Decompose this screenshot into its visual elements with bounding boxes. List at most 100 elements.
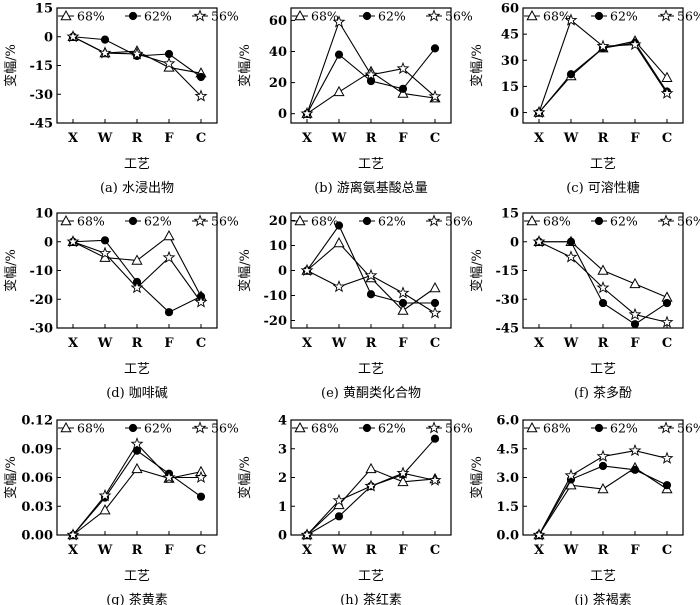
panel-caption: (d) 咖啡碱 — [106, 386, 168, 401]
data-point-star-marker — [428, 473, 442, 486]
legend-label: 68% — [77, 214, 105, 229]
panel-caption: (g) 茶黄素 — [106, 592, 168, 605]
chart-panel-2: 0 20 40 60 X W R F C 工艺 变幅/% (b) 游离氨基酸总量 68% 62% 56% — [237, 7, 473, 196]
legend-label: 56% — [445, 214, 473, 229]
data-point-circle-marker — [334, 512, 344, 521]
x-tick-label: F — [398, 336, 408, 351]
y-tick-label: -20 — [264, 314, 288, 329]
legend-circle-marker — [362, 216, 372, 226]
legend-star-marker — [427, 9, 441, 22]
legend-label: 68% — [311, 214, 339, 229]
y-axis-title: 变幅/% — [469, 249, 485, 292]
legend-label: 62% — [610, 9, 638, 24]
legend-label: 56% — [211, 9, 239, 24]
data-point-star-marker — [660, 315, 674, 328]
data-point-triangle-marker — [661, 71, 673, 82]
data-point-triangle-marker — [397, 304, 409, 315]
data-point-star-marker — [364, 68, 378, 81]
chart-panel-4: -30 -20 -10 0 10 X W R F C 工艺 变幅/% (d) 咖啡碱 68% 62% 56% — [3, 207, 239, 402]
data-point-star-marker — [98, 246, 112, 259]
x-tick-label: R — [366, 336, 377, 351]
panel-caption: (a) 水浸出物 — [100, 181, 174, 196]
y-tick-label: 40 — [269, 45, 287, 60]
y-tick-label: 3 — [278, 442, 287, 457]
y-tick-label: 10 — [35, 207, 53, 222]
data-point-circle-marker — [598, 298, 608, 308]
data-point-star-marker — [332, 279, 346, 293]
x-tick-label: F — [630, 543, 640, 558]
y-tick-label: 20 — [269, 214, 287, 229]
legend-star-marker — [659, 214, 673, 227]
series-line-2 — [538, 42, 668, 113]
y-tick-label: 0.06 — [21, 471, 53, 486]
data-point-star-marker — [660, 451, 674, 464]
x-tick-label: X — [68, 543, 79, 558]
legend-star-marker — [427, 421, 441, 434]
data-point-circle-marker — [164, 308, 174, 317]
data-point-triangle-marker — [397, 475, 409, 487]
plot-frame — [56, 212, 218, 329]
legend: 68% 62% 56% — [524, 214, 700, 229]
data-point-star-marker — [66, 528, 80, 541]
x-axis-title: 工艺 — [124, 362, 150, 377]
x-tick-label: C — [430, 336, 440, 351]
y-tick-label: 0 — [510, 106, 519, 121]
y-axis-title: 变幅/% — [3, 456, 19, 499]
chart-panel-9: 0.0 1.5 3.0 4.5 6.0 X W R F C 工艺 变幅/% (j) 茶褐素 68% 62% 5… — [469, 414, 700, 605]
x-tick-label: W — [563, 543, 579, 558]
plot-frame — [56, 7, 218, 124]
data-point-circle-marker — [566, 237, 576, 246]
y-tick-label: 0 — [278, 107, 287, 122]
x-tick-label: R — [598, 336, 609, 351]
data-point-star-marker — [628, 443, 642, 457]
x-tick-label: X — [302, 543, 313, 558]
legend-label: 62% — [144, 421, 172, 436]
data-point-star-marker — [596, 280, 610, 294]
data-point-circle-marker — [100, 236, 110, 245]
y-tick-label: -45 — [30, 117, 54, 132]
x-tick-label: C — [196, 131, 206, 146]
legend-circle-marker — [362, 423, 372, 433]
legend-label: 62% — [144, 214, 172, 229]
y-axis-title: 变幅/% — [469, 44, 485, 87]
data-point-triangle-marker — [333, 85, 345, 97]
data-point-star-marker — [628, 307, 642, 321]
data-point-circle-marker — [398, 298, 408, 308]
x-tick-label: R — [598, 543, 609, 558]
legend-circle-marker — [128, 216, 138, 226]
legend-label: 68% — [311, 9, 339, 24]
data-point-circle-marker — [334, 50, 344, 59]
legend-triangle-marker — [60, 421, 72, 433]
data-point-star-marker — [428, 89, 442, 103]
legend-label: 62% — [378, 214, 406, 229]
x-tick-label: X — [302, 131, 313, 146]
legend-star-marker — [659, 9, 673, 22]
x-tick-label: F — [630, 336, 640, 351]
y-tick-label: -45 — [496, 322, 520, 337]
y-tick-label: 0 — [278, 264, 287, 279]
data-point-star-marker — [532, 234, 546, 248]
y-tick-label: 0 — [510, 235, 519, 250]
data-point-star-marker — [130, 437, 144, 450]
data-point-star-marker — [364, 479, 378, 492]
x-tick-label: C — [662, 543, 672, 558]
data-point-star-marker — [194, 470, 208, 483]
data-point-circle-marker — [196, 72, 206, 82]
panel-caption: (e) 黄酮类化合物 — [321, 386, 421, 401]
x-axis-title: 工艺 — [590, 157, 616, 172]
data-point-triangle-marker — [429, 281, 441, 293]
data-point-star-marker — [194, 295, 208, 308]
x-axis-title: 工艺 — [358, 569, 384, 584]
legend-label: 68% — [543, 9, 571, 24]
legend-label: 56% — [211, 421, 239, 436]
data-point-star-marker — [428, 306, 442, 319]
y-tick-label: 0.0 — [496, 529, 519, 544]
data-point-triangle-marker — [597, 482, 609, 494]
legend-star-marker — [193, 9, 207, 22]
panel-caption: (b) 游离氨基酸总量 — [314, 180, 428, 196]
data-point-circle-marker — [430, 44, 440, 53]
legend-triangle-marker — [60, 214, 72, 226]
data-point-circle-marker — [630, 320, 640, 329]
x-tick-label: X — [534, 336, 545, 351]
